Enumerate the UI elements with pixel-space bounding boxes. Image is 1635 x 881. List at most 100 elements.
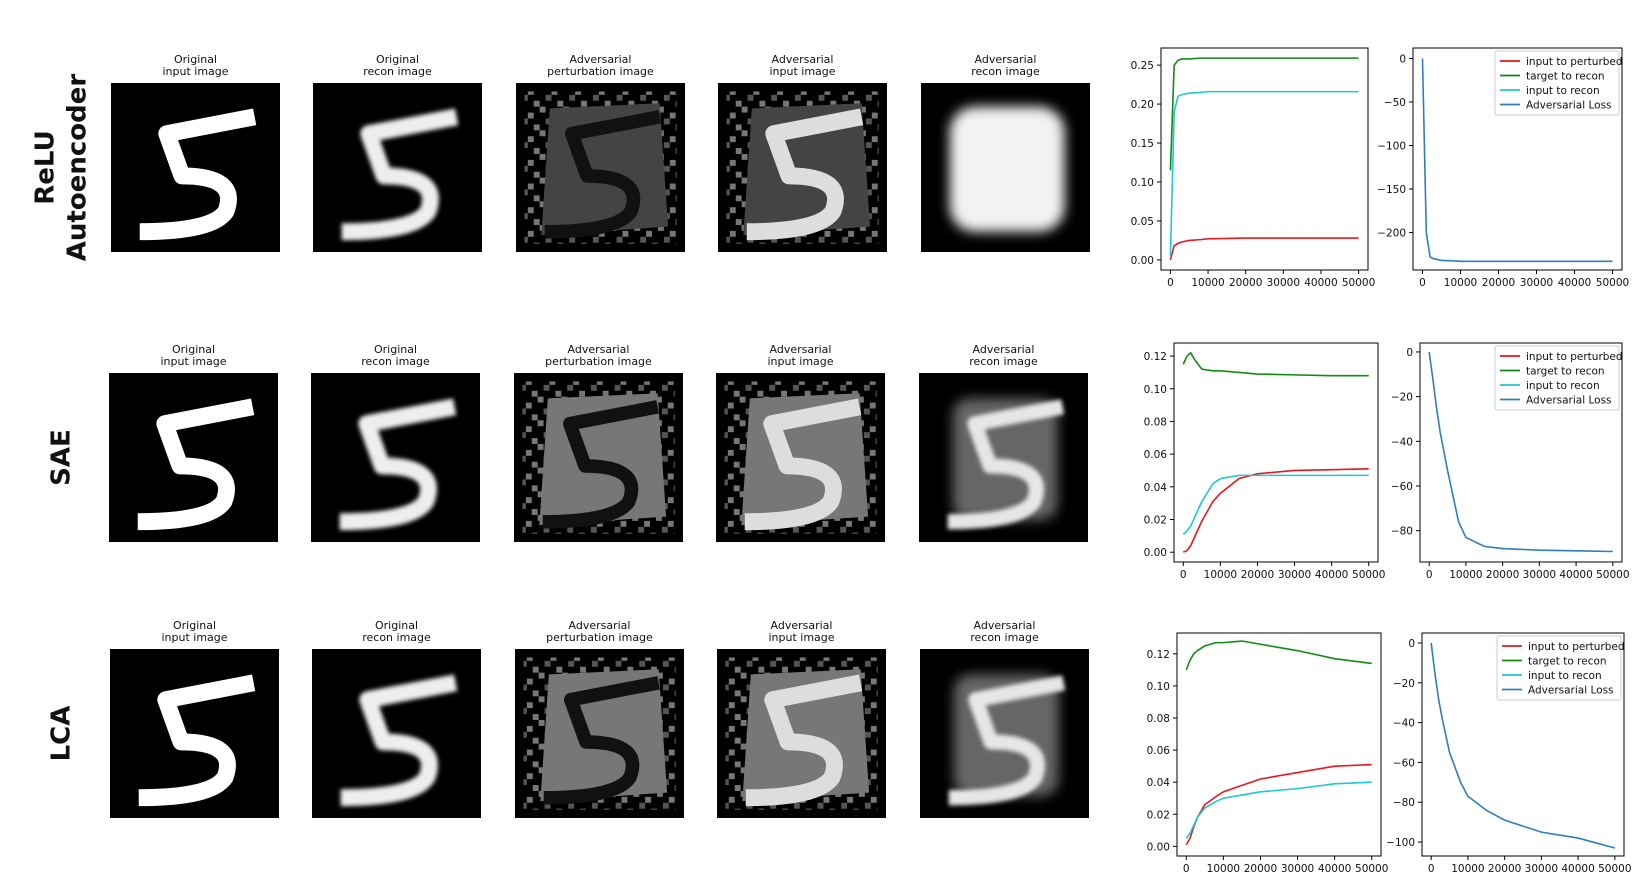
image-title: recon image <box>971 65 1040 78</box>
legend-label: target to recon <box>1526 71 1605 83</box>
y-tick-label: 0.06 <box>1144 449 1168 461</box>
image-title: Original <box>172 343 215 356</box>
line-series <box>1182 468 1369 553</box>
legend-label: target to recon <box>1528 656 1607 668</box>
image-title: Adversarial <box>772 53 834 66</box>
image-title: Adversarial <box>770 343 832 356</box>
legend-label: input to perturbed <box>1528 641 1625 653</box>
digit <box>340 674 458 807</box>
legend-box <box>1494 345 1620 411</box>
digit <box>744 398 862 531</box>
digit-shadow <box>543 676 660 805</box>
y-tick-label: −100 <box>1386 837 1415 849</box>
line-series <box>1185 781 1372 839</box>
image-title: Adversarial <box>973 343 1035 356</box>
x-tick-label: 10000 <box>1207 863 1240 875</box>
x-tick-label: 0 <box>1180 569 1187 581</box>
y-tick-label: 0.08 <box>1144 416 1167 428</box>
row-label: LCA <box>47 706 77 762</box>
y-tick-label: 0.02 <box>1147 809 1170 821</box>
image-panel <box>716 373 885 542</box>
image-title: input image <box>162 65 228 78</box>
image-title: Adversarial <box>570 53 632 66</box>
digit <box>339 398 457 531</box>
digit <box>138 674 256 807</box>
x-tick-label: 10000 <box>1451 863 1484 875</box>
image-title: recon image <box>970 631 1039 644</box>
line-series <box>1169 90 1359 257</box>
legend-box <box>1496 635 1622 701</box>
image-title: Original <box>374 343 417 356</box>
image-panel <box>109 373 278 542</box>
y-tick-label: −50 <box>1384 97 1406 109</box>
legend-label: input to recon <box>1526 380 1600 392</box>
image-title: Adversarial <box>568 343 630 356</box>
x-tick-label: 10000 <box>1449 569 1482 581</box>
x-tick-label: 0 <box>1167 277 1174 289</box>
x-tick-label: 30000 <box>1520 277 1553 289</box>
y-tick-label: −40 <box>1391 436 1413 448</box>
plot-frame <box>1421 632 1625 857</box>
image-title: Original <box>173 619 216 632</box>
y-tick-label: 0 <box>1406 347 1413 359</box>
x-tick-label: 50000 <box>1342 277 1375 289</box>
y-tick-label: −20 <box>1393 678 1415 690</box>
x-tick-label: 50000 <box>1598 863 1631 875</box>
x-tick-label: 20000 <box>1482 277 1515 289</box>
x-tick-label: 10000 <box>1444 277 1477 289</box>
line-series <box>1182 474 1369 535</box>
image-title: input image <box>769 65 835 78</box>
image-title: recon image <box>361 355 430 368</box>
y-tick-label: 0.06 <box>1147 745 1171 757</box>
x-tick-label: 50000 <box>1355 863 1388 875</box>
y-tick-label: 0.00 <box>1131 255 1154 267</box>
digit <box>139 108 257 241</box>
y-tick-label: 0 <box>1408 638 1415 650</box>
legend-label: target to recon <box>1526 366 1605 378</box>
line-series <box>1185 640 1372 671</box>
x-tick-label: 40000 <box>1558 277 1591 289</box>
digit-shadow <box>544 110 661 239</box>
image-title: input image <box>768 631 834 644</box>
y-tick-label: −80 <box>1393 797 1415 809</box>
digit-shadow <box>542 400 659 529</box>
y-tick-label: 0.00 <box>1144 547 1167 559</box>
y-tick-label: −200 <box>1377 228 1406 240</box>
image-title: Adversarial <box>569 619 631 632</box>
legend-box <box>1494 50 1620 116</box>
legend-label: Adversarial Loss <box>1528 685 1614 697</box>
line-series <box>1169 237 1359 261</box>
y-tick-label: −40 <box>1393 718 1415 730</box>
y-tick-label: −80 <box>1391 526 1413 538</box>
y-tick-label: −100 <box>1377 141 1406 153</box>
line-series <box>1169 57 1359 171</box>
y-tick-label: 0.02 <box>1144 515 1167 527</box>
plot-frame <box>1160 47 1369 271</box>
legend-label: Adversarial Loss <box>1526 100 1612 112</box>
y-tick-label: 0.25 <box>1131 60 1154 72</box>
x-tick-label: 20000 <box>1488 863 1521 875</box>
x-tick-label: 30000 <box>1525 863 1558 875</box>
y-tick-label: 0.10 <box>1144 384 1167 396</box>
x-tick-label: 0 <box>1428 863 1435 875</box>
x-tick-label: 30000 <box>1281 863 1314 875</box>
y-tick-label: 0.04 <box>1147 777 1171 789</box>
y-tick-label: 0.05 <box>1131 216 1154 228</box>
digit <box>947 399 1065 530</box>
image-title: Original <box>376 53 419 66</box>
digit <box>745 674 863 807</box>
image-panel <box>717 649 886 818</box>
x-tick-label: 0 <box>1426 569 1433 581</box>
x-tick-label: 30000 <box>1278 569 1311 581</box>
digit <box>341 108 459 241</box>
x-tick-label: 40000 <box>1304 277 1337 289</box>
image-panel <box>921 83 1090 252</box>
row-label: Autoencoder <box>63 74 93 262</box>
image-title: perturbation image <box>547 65 654 78</box>
x-tick-label: 50000 <box>1596 277 1629 289</box>
y-tick-label: 0.00 <box>1147 841 1170 853</box>
image-panel <box>514 373 683 542</box>
x-tick-label: 50000 <box>1596 569 1629 581</box>
y-tick-label: 0.10 <box>1131 177 1154 189</box>
